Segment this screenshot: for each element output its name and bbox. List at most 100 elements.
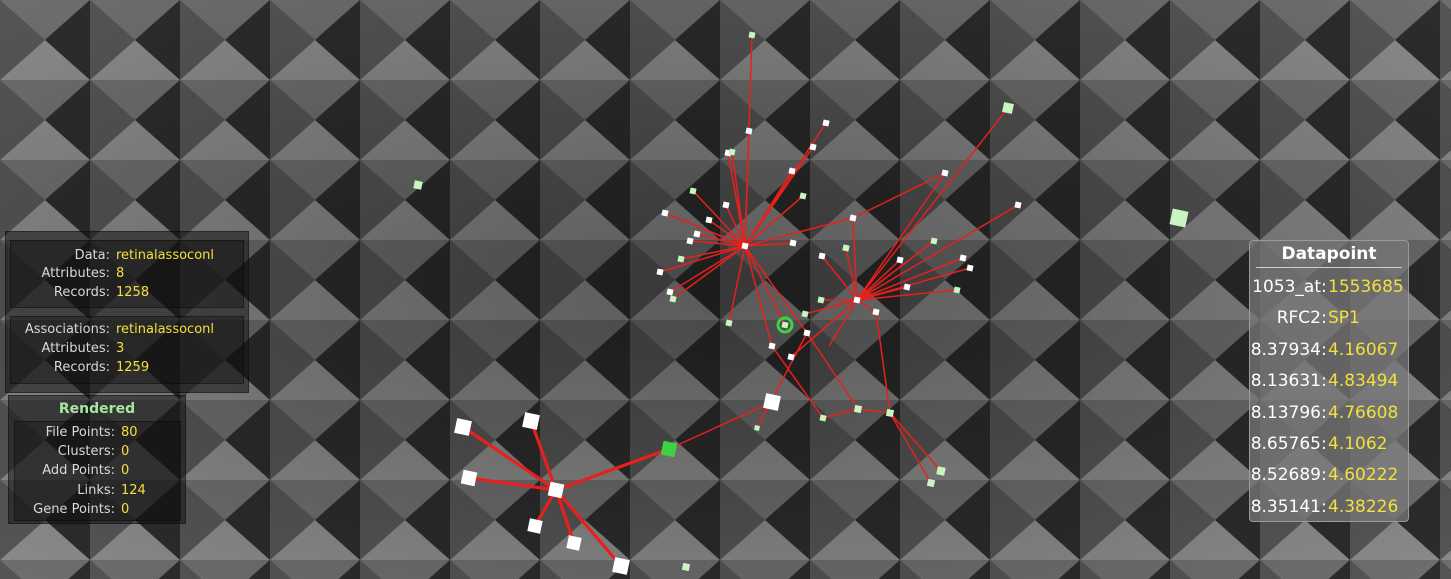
- datapoint-value: 1553685: [1328, 277, 1404, 297]
- data-point-node[interactable]: [612, 557, 630, 575]
- data-point-node[interactable]: [853, 296, 861, 304]
- data-point-node[interactable]: [799, 192, 807, 200]
- data-point-node[interactable]: [853, 404, 863, 414]
- data-point-node[interactable]: [768, 342, 776, 350]
- data-point-node[interactable]: [656, 268, 664, 276]
- network-link: [744, 130, 750, 247]
- data-point-node[interactable]: [781, 321, 789, 329]
- clusters-row: Clusters: 0: [9, 444, 130, 460]
- network-link: [668, 401, 773, 450]
- network-link: [856, 204, 1019, 301]
- datapoint-key: RFC2: [1276, 308, 1321, 328]
- data-point-node[interactable]: [809, 143, 817, 151]
- attributes-label: Attributes:: [41, 266, 110, 281]
- data-row: Data: retinalassoconl: [6, 248, 214, 264]
- data-info-panel: Data: retinalassoconl Attributes: 8 Record…: [5, 231, 249, 393]
- data-point-node[interactable]: [872, 308, 880, 316]
- data-point-node[interactable]: [722, 201, 730, 209]
- datapoint-value: 4.83494: [1328, 371, 1399, 391]
- datapoint-title: Datapoint: [1281, 244, 1377, 264]
- data-point-node[interactable]: [930, 237, 938, 245]
- data-point-node[interactable]: [748, 31, 756, 39]
- network-link: [852, 172, 946, 219]
- network-link: [856, 299, 877, 313]
- data-point-node[interactable]: [661, 209, 669, 217]
- data-point-node[interactable]: [885, 408, 895, 418]
- data-point-node[interactable]: [566, 535, 582, 551]
- data-point-node[interactable]: [819, 414, 827, 422]
- records-label: Records:: [53, 285, 110, 300]
- data-point-node[interactable]: [686, 237, 694, 245]
- add-points-value: 0: [121, 463, 130, 478]
- rendered-title: Rendered: [58, 401, 136, 417]
- data-point-node[interactable]: [454, 418, 472, 436]
- network-link: [680, 245, 746, 260]
- data-point-node[interactable]: [705, 216, 713, 224]
- data-point-node[interactable]: [527, 518, 543, 534]
- attributes-row: Attributes: 8: [6, 266, 124, 282]
- data-point-node[interactable]: [677, 255, 685, 263]
- datapoint-key: 8.52689: [1250, 465, 1321, 485]
- data-point-node[interactable]: [953, 286, 961, 294]
- network-link: [672, 245, 746, 300]
- datapoint-colon: :: [1321, 308, 1327, 328]
- network-link: [889, 412, 942, 472]
- datapoint-colon: :: [1321, 371, 1327, 391]
- data-point-node[interactable]: [728, 148, 736, 156]
- data-point-node[interactable]: [1002, 102, 1014, 114]
- data-point-node[interactable]: [959, 254, 967, 262]
- data-point-node[interactable]: [754, 425, 760, 431]
- data-point-node[interactable]: [741, 242, 749, 250]
- network-link: [821, 255, 858, 301]
- network-link: [692, 190, 746, 247]
- associations-label: Associations:: [24, 322, 110, 337]
- data-point-node[interactable]: [681, 562, 691, 572]
- data-point-node[interactable]: [522, 412, 540, 430]
- data-point-node[interactable]: [803, 329, 811, 337]
- data-point-node[interactable]: [789, 239, 797, 247]
- network-link: [696, 233, 746, 247]
- gene-points-row: Gene Points: 0: [9, 502, 129, 518]
- network-link: [744, 245, 808, 334]
- data-point-node[interactable]: [966, 264, 974, 272]
- data-point-node[interactable]: [693, 230, 701, 238]
- assoc-attributes-value: 3: [116, 341, 125, 356]
- data-point-node[interactable]: [660, 440, 678, 458]
- datapoint-colon: :: [1321, 497, 1327, 517]
- network-link: [845, 247, 858, 301]
- data-point-node[interactable]: [745, 127, 753, 135]
- data-point-node[interactable]: [1014, 201, 1022, 209]
- network-link: [889, 412, 932, 484]
- data-point-node[interactable]: [666, 288, 674, 296]
- data-point-node[interactable]: [1169, 208, 1189, 228]
- data-point-node[interactable]: [903, 283, 911, 291]
- data-point-node[interactable]: [941, 169, 949, 177]
- network-link: [852, 217, 858, 301]
- data-point-node[interactable]: [842, 244, 850, 252]
- data-point-node[interactable]: [460, 469, 478, 487]
- data-point-node[interactable]: [817, 296, 825, 304]
- data-point-node[interactable]: [787, 353, 795, 361]
- assoc-attributes-label: Attributes:: [41, 341, 110, 356]
- data-point-node[interactable]: [689, 187, 697, 195]
- data-point-node[interactable]: [822, 119, 830, 127]
- associations-row: Associations: retinalassoconl: [6, 322, 214, 338]
- data-point-node[interactable]: [926, 478, 936, 488]
- data-point-node[interactable]: [547, 481, 565, 499]
- network-link: [554, 489, 576, 544]
- datapoint-key: 8.35141: [1250, 497, 1321, 517]
- data-point-node[interactable]: [788, 167, 796, 175]
- data-point-node[interactable]: [763, 393, 781, 411]
- selected-node-ring[interactable]: [776, 316, 794, 334]
- links-label: Links:: [77, 483, 115, 498]
- network-link: [725, 204, 746, 247]
- data-point-node[interactable]: [801, 310, 809, 318]
- data-point-node[interactable]: [669, 295, 677, 303]
- data-point-node[interactable]: [936, 466, 946, 476]
- data-point-node[interactable]: [413, 180, 423, 190]
- data-point-node[interactable]: [725, 319, 733, 327]
- data-point-node[interactable]: [896, 256, 904, 264]
- data-point-node[interactable]: [849, 214, 857, 222]
- data-point-node[interactable]: [818, 252, 826, 260]
